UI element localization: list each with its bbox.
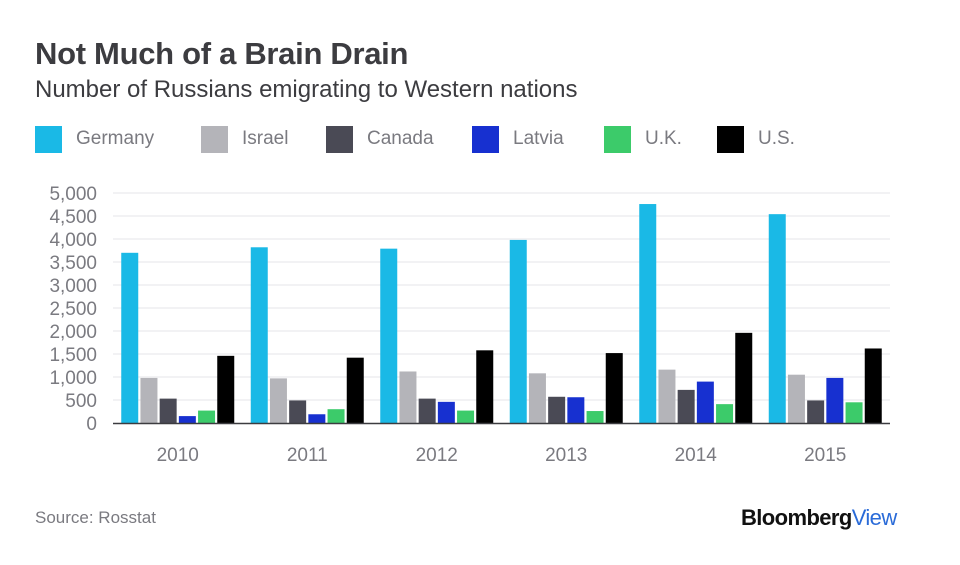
y-tick-label: 4,000 [49,230,97,251]
legend-label: Latvia [513,128,564,149]
bar-us-2011 [346,357,364,423]
x-tick-label: 2011 [287,445,328,466]
legend-item-uk: U.K. [604,124,682,154]
bar-germany-2015 [768,214,786,423]
bar-us-2015 [864,348,882,423]
bar-us-2014 [735,332,753,423]
bar-israel-2015 [787,374,805,423]
brand-suffix: View [851,505,897,530]
bar-canada-2010 [159,398,177,423]
bar-latvia-2012 [437,401,455,423]
brand-name: Bloomberg [741,505,852,530]
legend-swatch [35,125,62,153]
bar-uk-2015 [845,402,863,423]
y-tick-label: 500 [65,391,97,412]
y-tick-label: 0 [86,414,97,435]
legend-item-us: U.S. [717,124,795,154]
legend-label: U.S. [758,128,795,149]
source-note: Source: Rosstat [35,508,156,527]
bar-uk-2013 [586,411,604,423]
bar-germany-2010 [121,252,139,423]
x-tick-label: 2013 [545,445,587,466]
bar-canada-2011 [289,400,307,423]
bar-israel-2014 [658,369,676,423]
y-tick-label: 4,500 [49,207,97,228]
y-tick-label: 3,500 [49,253,97,274]
bar-germany-2012 [380,248,398,423]
x-tick-label: 2015 [804,445,846,466]
chart-title: Not Much of a Brain Drain [35,36,409,71]
legend-swatch [472,125,499,153]
bar-canada-2015 [807,400,825,423]
y-tick-label: 1,500 [49,345,97,366]
y-tick-label: 2,000 [49,322,97,343]
bar-uk-2012 [457,410,475,423]
x-tick-label: 2012 [416,445,458,466]
bar-latvia-2015 [826,377,844,423]
bar-canada-2014 [677,389,695,423]
bar-uk-2010 [198,410,216,423]
bar-uk-2011 [327,409,345,423]
bar-germany-2014 [639,204,657,423]
x-tick-label: 2014 [675,445,718,466]
legend-label: U.K. [645,128,682,149]
bar-israel-2011 [269,378,287,423]
y-tick-label: 2,500 [49,299,97,320]
y-tick-label: 1,000 [49,368,97,389]
legend-label: Canada [367,128,434,149]
legend-item-germany: Germany [35,124,154,154]
bar-us-2012 [476,350,494,423]
bar-israel-2012 [399,371,417,423]
bar-uk-2014 [716,404,734,423]
legend-swatch [604,125,631,153]
bar-latvia-2013 [567,397,585,423]
bar-germany-2013 [509,239,527,423]
bar-latvia-2010 [178,416,196,423]
legend-swatch [326,125,353,153]
bar-israel-2013 [528,373,546,423]
bar-canada-2012 [418,398,436,423]
bar-israel-2010 [140,377,158,423]
bar-us-2010 [217,355,235,423]
bar-latvia-2014 [696,381,714,423]
legend-item-canada: Canada [326,124,434,154]
y-tick-label: 5,000 [49,184,97,205]
bar-germany-2011 [250,247,268,423]
bar-us-2013 [605,353,623,423]
legend-label: Germany [76,128,155,149]
legend-item-israel: Israel [201,124,288,154]
x-tick-label: 2010 [157,445,199,466]
brand-logo: BloombergView [741,505,897,531]
legend-swatch [201,125,228,153]
chart-subtitle: Number of Russians emigrating to Western… [35,76,578,103]
bar-canada-2013 [548,396,566,423]
bar-latvia-2011 [308,414,326,423]
legend-label: Israel [242,128,289,149]
y-tick-label: 3,000 [49,276,97,297]
legend-swatch [717,125,744,153]
legend-item-latvia: Latvia [472,124,564,154]
